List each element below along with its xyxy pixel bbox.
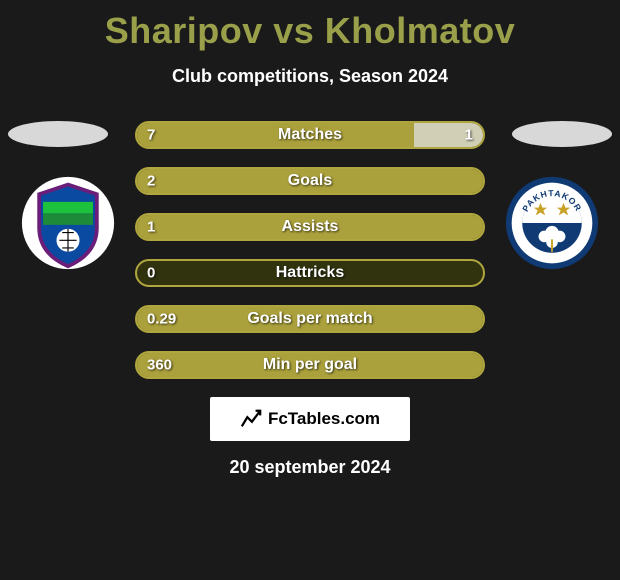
subtitle: Club competitions, Season 2024 [0,66,620,87]
comparison-area: PAKHTAKOR Matches71Goals2Assists1Hattric… [0,121,620,379]
footer-date: 20 september 2024 [0,457,620,478]
stat-bar: Hattricks0 [135,259,485,287]
stat-value-left: 0 [147,265,155,282]
team-badge-right: PAKHTAKOR [504,175,600,271]
stat-bar: Goals2 [135,167,485,195]
stat-label: Matches [137,126,483,144]
stat-value-left: 360 [147,357,172,374]
stat-value-left: 1 [147,219,155,236]
player-left-shadow [8,121,108,147]
stat-bar: Assists1 [135,213,485,241]
player-right-shadow [512,121,612,147]
stat-label: Hattricks [137,264,483,282]
chart-icon [240,408,262,430]
stat-label: Min per goal [137,356,483,374]
stat-bar: Matches7 1 [135,121,485,149]
page-title: Sharipov vs Kholmatov [0,0,620,52]
footer-brand-text: FcTables.com [268,409,380,429]
stat-label: Goals [137,172,483,190]
stat-bar: Goals per match0.29 [135,305,485,333]
team-badge-left [20,175,116,271]
stat-value-left: 2 [147,173,155,190]
stat-label: Assists [137,218,483,236]
stat-bars: Matches71Goals2Assists1Hattricks0Goals p… [135,121,485,379]
stat-value-left: 7 [147,127,155,144]
stat-value-left: 0.29 [147,311,176,328]
footer-brand: FcTables.com [210,397,410,441]
stat-value-right: 1 [465,127,473,144]
stat-label: Goals per match [137,310,483,328]
stat-bar: Min per goal360 [135,351,485,379]
